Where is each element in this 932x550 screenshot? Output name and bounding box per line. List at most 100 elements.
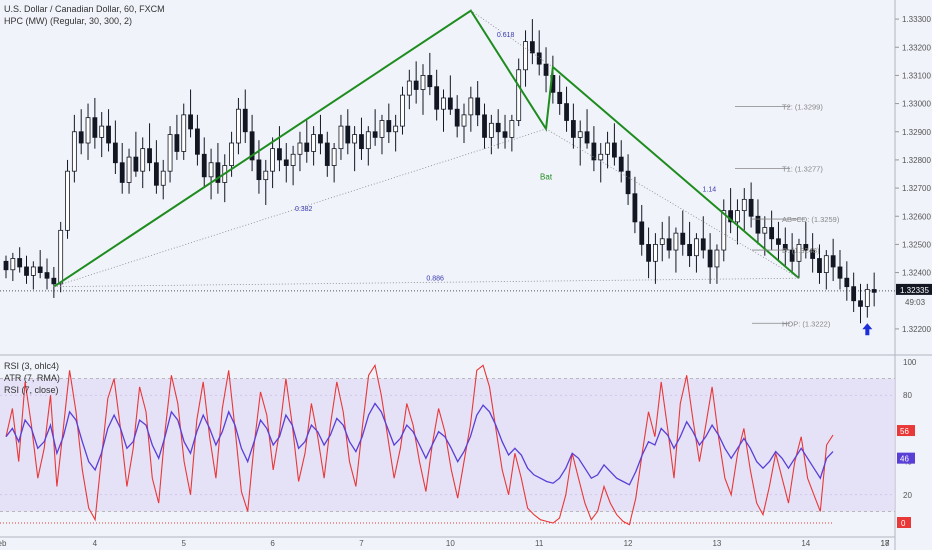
candle-down: [112, 142, 118, 164]
candle-up: [85, 117, 91, 144]
candle-down: [413, 80, 419, 90]
candle-down: [153, 162, 159, 186]
candle-down: [502, 131, 508, 138]
time-tick-label: 5: [182, 539, 187, 548]
ratio-label-xd: 0.886: [426, 275, 444, 282]
candle-up: [379, 120, 385, 138]
candle-down: [174, 134, 180, 152]
time-tick-label: 18: [881, 539, 890, 548]
xb-ratio-line: [53, 128, 547, 288]
candle-up: [420, 75, 426, 90]
candle-down: [3, 260, 9, 271]
price-tick-label: 1.32200: [902, 325, 931, 334]
candle-up: [393, 125, 399, 133]
candle-down: [434, 86, 440, 110]
candle-down: [372, 131, 378, 138]
ratio-label-bd: 1.14: [703, 187, 717, 194]
candle-down: [769, 227, 775, 240]
series-value-label: 46: [900, 455, 909, 464]
price-tick-label: 1.33300: [902, 15, 931, 24]
candle-up: [488, 122, 494, 138]
time-tick-label: 7: [359, 539, 364, 548]
rsi7-line: [5, 402, 834, 486]
price-tick-label: 1.33200: [902, 43, 931, 52]
price-tick-label: 1.32600: [902, 212, 931, 221]
candle-up: [673, 232, 679, 251]
candle-down: [830, 255, 836, 268]
price-tick-label: 1.33000: [902, 100, 931, 109]
time-tick-label: 14: [801, 539, 810, 548]
symbol-title: U.S. Dollar / Canadian Dollar, 60, FXCM: [4, 4, 165, 14]
time-tick-label: 12: [624, 539, 633, 548]
candle-down: [475, 97, 481, 116]
candle-up: [741, 198, 747, 212]
candle-down: [24, 266, 29, 276]
series-value-label: 56: [900, 427, 909, 436]
candle-up: [140, 148, 146, 172]
candle-up: [297, 142, 303, 155]
time-tick-label: 17: [881, 539, 890, 548]
candle-up: [167, 134, 173, 172]
candle-down: [618, 156, 624, 172]
candle-up: [338, 125, 344, 150]
candle-up: [823, 255, 829, 273]
candle-down: [680, 232, 686, 245]
candle-up: [441, 97, 446, 110]
candle-down: [44, 272, 50, 279]
candle-up: [605, 142, 610, 155]
candle-down: [386, 120, 392, 133]
candle-down: [564, 103, 569, 121]
candle-down: [728, 210, 734, 223]
osc-tick-label: 80: [903, 391, 912, 400]
rsi7-title: RSI (7, close): [4, 385, 59, 395]
candle-down: [858, 300, 863, 307]
candle-down: [611, 142, 617, 158]
candle-down: [51, 277, 57, 285]
candle-down: [529, 41, 535, 54]
candle-up: [30, 266, 36, 276]
candle-up: [99, 125, 105, 138]
candle-up: [71, 131, 77, 172]
candle-down: [242, 108, 248, 133]
price-tick-label: 1.32700: [902, 184, 931, 193]
rsi3-title: RSI (3, ohlc4): [4, 361, 60, 371]
price-tick-label: 1.32900: [902, 128, 931, 137]
target-label: HOP: (1.3222): [782, 319, 831, 328]
candle-up: [270, 148, 276, 172]
candle-up: [406, 80, 412, 96]
price-tick-label: 1.32800: [902, 156, 931, 165]
time-tick-label: 11: [535, 539, 544, 548]
candle-down: [277, 148, 282, 161]
candle-down: [625, 170, 631, 195]
candle-down: [871, 289, 877, 293]
candle-up: [735, 210, 740, 223]
pattern-name-label: Bat: [540, 173, 553, 182]
candle-down: [639, 221, 645, 245]
candle-up: [694, 238, 699, 257]
candle-down: [776, 238, 781, 245]
candle-up: [352, 134, 358, 144]
candle-down: [447, 97, 453, 110]
candle-up: [365, 131, 371, 150]
candle-up: [577, 131, 583, 138]
candle-up: [290, 153, 296, 166]
last-price-badge: [896, 283, 932, 295]
candle-up: [311, 134, 317, 152]
candle-down: [687, 244, 692, 257]
candle-up: [236, 108, 241, 144]
candle-down: [803, 244, 809, 251]
ratio-label-xb: 0.382: [295, 206, 313, 213]
time-tick-label: 6: [270, 539, 275, 548]
candle-up: [509, 120, 515, 138]
candle-up: [461, 114, 467, 127]
candle-up: [400, 94, 405, 127]
candle-down: [543, 63, 549, 76]
candle-down: [837, 266, 843, 279]
candle-down: [666, 238, 672, 251]
osc-tick-label: 100: [903, 358, 917, 367]
price-legend: U.S. Dollar / Canadian Dollar, 60, FXCM …: [4, 3, 165, 27]
candle-down: [106, 125, 111, 144]
candle-down: [557, 91, 563, 104]
candle-up: [208, 162, 214, 178]
